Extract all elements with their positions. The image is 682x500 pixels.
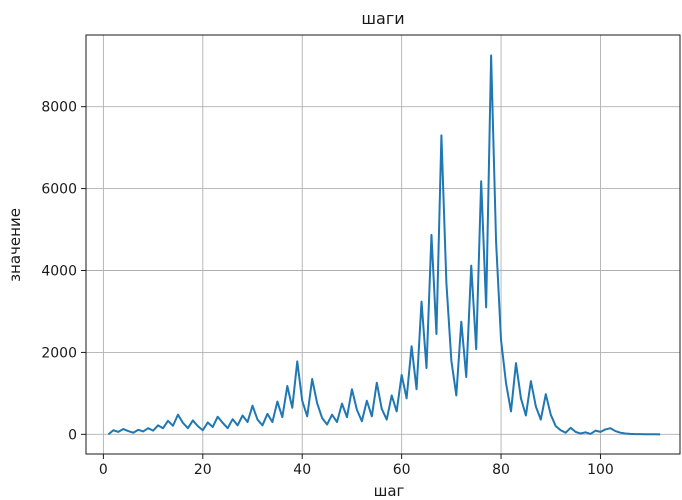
y-tick-label: 6000 [41, 182, 77, 198]
x-tick-label: 40 [293, 462, 311, 478]
plot-area-frame [85, 34, 681, 455]
y-tick-label: 0 [68, 427, 77, 443]
chart-title: шаги [361, 9, 404, 28]
series-line [107, 54, 661, 436]
x-tick-label: 60 [393, 462, 411, 478]
x-axis-label: шаг [374, 482, 405, 500]
x-tick-label: 100 [587, 462, 614, 478]
x-axis-ticks: 0 20 40 60 80 100 [99, 454, 614, 478]
y-tick-label: 2000 [41, 345, 77, 361]
y-tick-label: 4000 [41, 264, 77, 280]
series-layer [107, 54, 661, 436]
grid-lines [86, 35, 680, 454]
x-tick-label: 0 [99, 462, 108, 478]
y-axis-label: значение [6, 208, 24, 282]
y-tick-label: 8000 [41, 100, 77, 116]
x-tick-label: 80 [492, 462, 510, 478]
y-axis-ticks: 0 2000 4000 6000 8000 [41, 100, 86, 443]
x-tick-label: 20 [194, 462, 212, 478]
